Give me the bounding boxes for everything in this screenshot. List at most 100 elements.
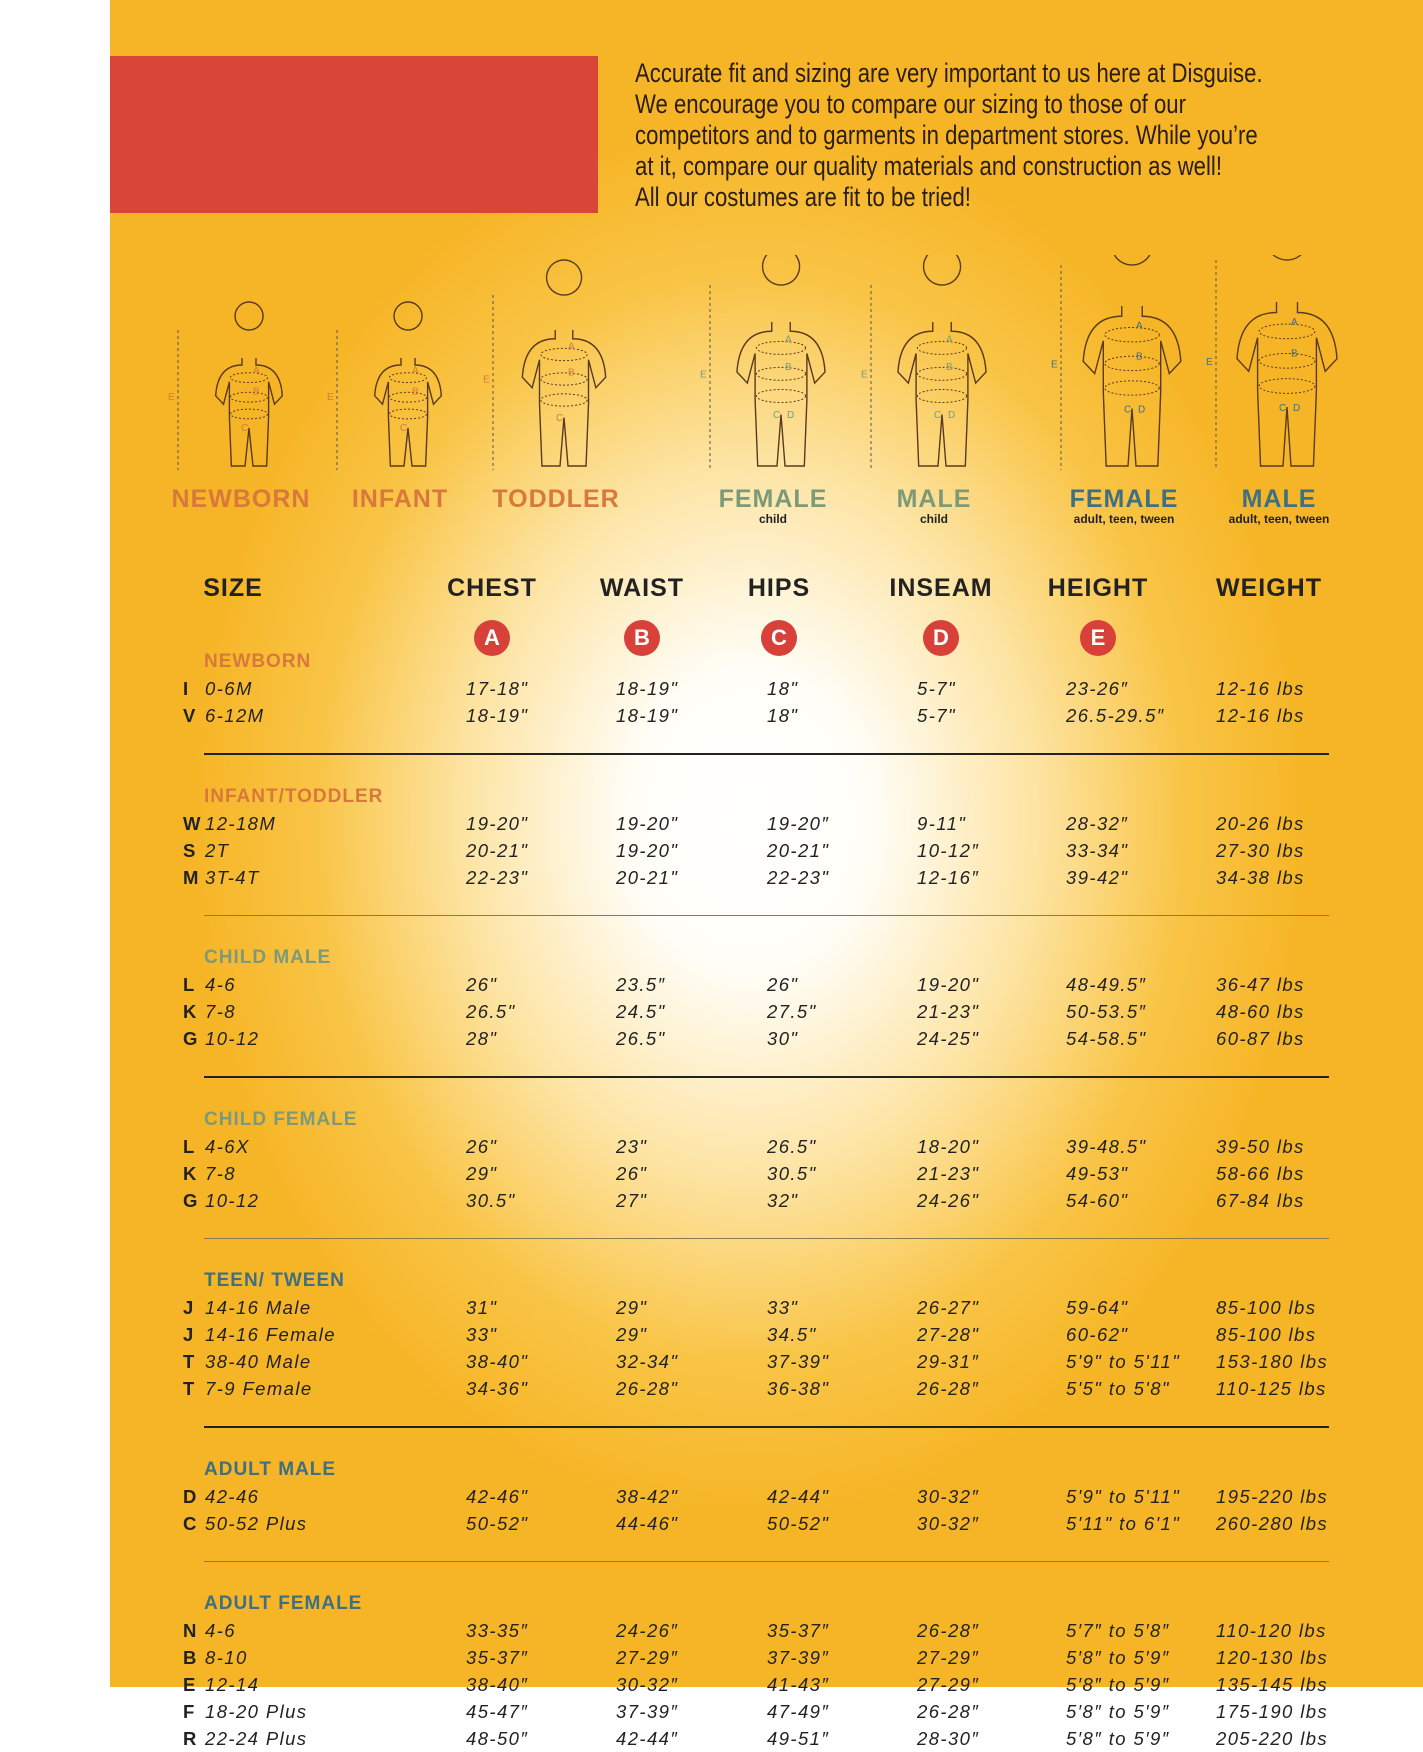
cell-height: 39-42": [1066, 866, 1129, 888]
cell-waist: 20-21": [616, 866, 679, 888]
figure-sublabel: child: [758, 512, 787, 526]
cell-height: 33-34": [1066, 839, 1129, 861]
table-row: C 50-52 Plus 50-52" 44-46" 50-52" 30-32″ 5'11"…: [170, 1510, 1360, 1537]
cell-size-code: V: [183, 705, 197, 726]
cell-size-label: 14-16 Male: [205, 1297, 312, 1318]
cell-waist: 27": [616, 1189, 648, 1211]
cell-size-label: 14-16 Female: [205, 1324, 336, 1345]
cell-size-label: 7-8: [205, 1001, 236, 1022]
cell-height: 26.5-29.5″: [1066, 705, 1165, 726]
cell-chest: 30.5": [466, 1189, 516, 1211]
cell-hips: 18": [767, 678, 799, 699]
cell-height: 39-48.5": [1066, 1135, 1147, 1157]
svg-text:C: C: [400, 423, 407, 434]
cell-hips: 30": [767, 1028, 799, 1049]
cell-size-code: I: [183, 678, 190, 699]
figure-label-text: FEMALE: [1069, 485, 1179, 513]
table-row: N 4-6 33-35″ 24-26″ 35-37″ 26-28″ 5′7″ to 5′8″…: [170, 1617, 1360, 1644]
cell-hips: 35-37″: [767, 1620, 830, 1641]
cell-height: 60-62": [1066, 1324, 1129, 1345]
cell-weight: 135-145 lbs: [1216, 1674, 1329, 1695]
cell-chest: 33-35″: [466, 1620, 529, 1641]
cell-chest: 26": [466, 1135, 498, 1157]
cell-hips: 49-51″: [767, 1728, 830, 1749]
cell-hips: 30.5": [767, 1162, 817, 1184]
svg-text:E: E: [168, 392, 175, 403]
cell-inseam: 30-32″: [917, 1512, 980, 1534]
header-waist: WAIST: [599, 574, 685, 602]
figure-label-newborn: NEWBORN: [172, 485, 311, 513]
cell-hips: 34.5": [767, 1324, 817, 1345]
cell-hips: 26.5": [767, 1135, 817, 1157]
header-inseam: INSEAM: [889, 574, 993, 602]
cell-inseam: 26-28″: [917, 1701, 980, 1722]
cell-height: 5'11" to 6'1": [1066, 1512, 1181, 1534]
table-row: M 3T-4T 22-23" 20-21" 22-23" 12-16″ 39-42" 34-3…: [170, 864, 1360, 891]
cell-hips: 36-38": [767, 1378, 830, 1399]
cell-size-label: 4-6: [205, 1620, 236, 1641]
cell-chest: 34-36": [466, 1378, 529, 1399]
cell-size-label: 42-46: [205, 1485, 260, 1507]
figure-label-text: MALE: [1241, 485, 1317, 513]
cell-chest: 35-37″: [466, 1647, 529, 1668]
cell-size-label: 50-52 Plus: [205, 1512, 308, 1534]
cell-size-label: 10-12: [205, 1189, 260, 1211]
figure-label-text: FEMALE: [718, 485, 828, 513]
cell-inseam: 29-31″: [917, 1351, 980, 1372]
cell-size-code: T: [183, 1351, 196, 1372]
cell-height: 5′7″ to 5′8″: [1066, 1620, 1170, 1641]
cell-size-code: B: [183, 1647, 198, 1668]
cell-size-code: L: [183, 974, 196, 995]
svg-text:A: A: [1136, 321, 1143, 332]
cell-hips: 19-20″: [767, 812, 830, 834]
cell-hips: 26": [767, 974, 799, 995]
svg-text:A: A: [1291, 317, 1298, 328]
cell-waist: 38-42": [616, 1485, 679, 1507]
cell-chest: 42-46": [466, 1485, 529, 1507]
cell-height: 28-32″: [1066, 812, 1129, 834]
table-row: K 7-8 26.5" 24.5" 27.5" 21-23" 50-53.5″ 48-60 l…: [170, 998, 1360, 1025]
cell-size-code: G: [183, 1189, 199, 1211]
cell-chest: 50-52": [466, 1512, 529, 1534]
cell-weight: 20-26 lbs: [1216, 812, 1305, 834]
cell-weight: 110-125 lbs: [1216, 1378, 1327, 1399]
table-row: B 8-10 35-37″ 27-29″ 37-39″ 27-29″ 5′8″ to 5′9…: [170, 1644, 1360, 1671]
header-hips: HIPS: [747, 574, 811, 602]
cell-size-label: 3T-4T: [205, 866, 260, 888]
intro-line: at it, compare our quality materials and…: [635, 151, 1222, 181]
cell-chest: 26": [466, 974, 498, 995]
svg-text:B: B: [946, 362, 953, 373]
group-title: CHILD FEMALE: [204, 1108, 358, 1130]
cell-height: 48-49.5″: [1066, 974, 1147, 995]
table-row: L 4-6 26" 23.5″ 26" 19-20" 48-49.5″ 36-47 lbs: [170, 971, 1360, 998]
cell-chest: 45-47″: [466, 1701, 529, 1722]
cell-waist: 26-28": [616, 1378, 679, 1399]
svg-text:D: D: [1138, 405, 1145, 416]
cell-size-code: E: [183, 1674, 197, 1695]
cell-chest: 48-50″: [466, 1728, 529, 1749]
figure-label-female: FEMALE adult, teen, tween: [1070, 485, 1179, 526]
cell-size-label: 22-24 Plus: [205, 1728, 308, 1749]
figure-sublabel: child: [919, 512, 949, 526]
svg-text:E: E: [700, 370, 707, 381]
intro-text: Accurate fit and sizing are very importa…: [635, 58, 1291, 213]
cell-chest: 31": [466, 1297, 498, 1318]
table-row: S 2T 20-21" 19-20" 20-21" 10-12″ 33-34" 27-30 l…: [170, 837, 1360, 864]
svg-text:A: A: [568, 341, 575, 352]
figure-label-female: FEMALE child: [719, 485, 828, 526]
figure-label-text: INFANT: [351, 485, 449, 513]
cell-weight: 12-16 lbs: [1216, 705, 1305, 726]
measurement-badge-b: B: [624, 620, 660, 656]
svg-text:A: A: [946, 334, 953, 345]
svg-text:B: B: [253, 386, 260, 397]
cell-inseam: 18-20": [917, 1135, 980, 1157]
cell-inseam: 9-11": [917, 812, 967, 834]
cell-weight: 48-60 lbs: [1216, 1001, 1305, 1022]
cell-waist: 19-20": [616, 839, 679, 861]
cell-size-code: L: [183, 1135, 196, 1157]
cell-waist: 29": [616, 1324, 648, 1345]
cell-size-code: G: [183, 1028, 199, 1049]
size-chart-page: Accurate fit and sizing are very importa…: [110, 0, 1423, 1749]
cell-weight: 85-100 lbs: [1216, 1324, 1317, 1345]
cell-weight: 175-190 lbs: [1216, 1701, 1329, 1722]
